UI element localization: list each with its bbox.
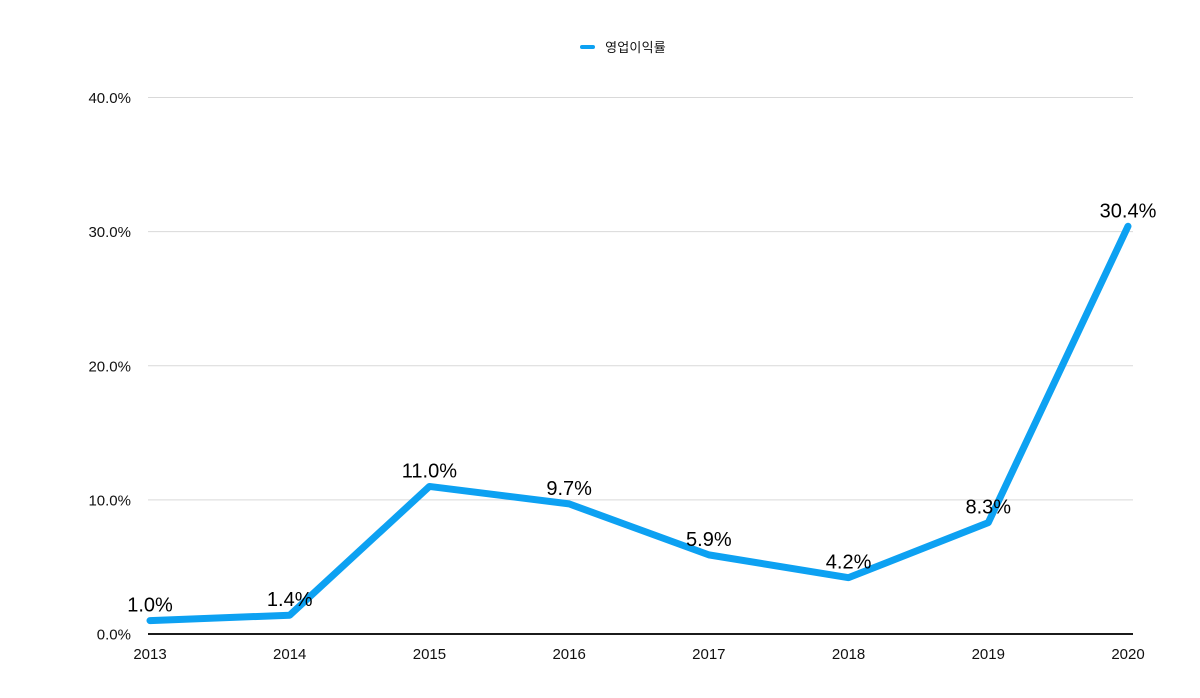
y-axis-tick-label: 10.0%: [88, 492, 131, 509]
legend-label: 영업이익률: [605, 40, 666, 55]
y-axis-tick-label: 40.0%: [88, 90, 131, 107]
data-point-label: 9.7%: [546, 478, 592, 500]
data-point-label: 8.3%: [965, 497, 1011, 519]
data-point-label: 1.4%: [267, 589, 313, 611]
series-line: [146, 222, 1132, 625]
x-axis-tick-label: 2017: [692, 646, 725, 663]
x-axis-tick-label: 2018: [832, 646, 865, 663]
data-point-label: 11.0%: [402, 460, 457, 482]
x-axis-tick-label: 2014: [273, 646, 306, 663]
x-axis-tick-label: 2013: [133, 646, 166, 663]
x-axis-tick-label: 2020: [1111, 646, 1144, 663]
x-axis-tick-label: 2019: [972, 646, 1005, 663]
y-axis-tick-label: 0.0%: [97, 627, 131, 644]
data-point-label: 30.4%: [1100, 200, 1157, 222]
data-point-label: 4.2%: [826, 552, 872, 574]
x-axis-tick-label: 2016: [552, 646, 585, 663]
x-axis-tick-label: 2015: [413, 646, 446, 663]
data-point-label: 1.0%: [127, 595, 173, 617]
legend: 영업이익률: [46, 37, 1200, 56]
data-point-label: 5.9%: [686, 529, 732, 551]
legend-line-marker-icon: [580, 44, 596, 49]
y-axis-tick-label: 30.0%: [88, 224, 131, 241]
y-axis-tick-label: 20.0%: [88, 358, 131, 375]
